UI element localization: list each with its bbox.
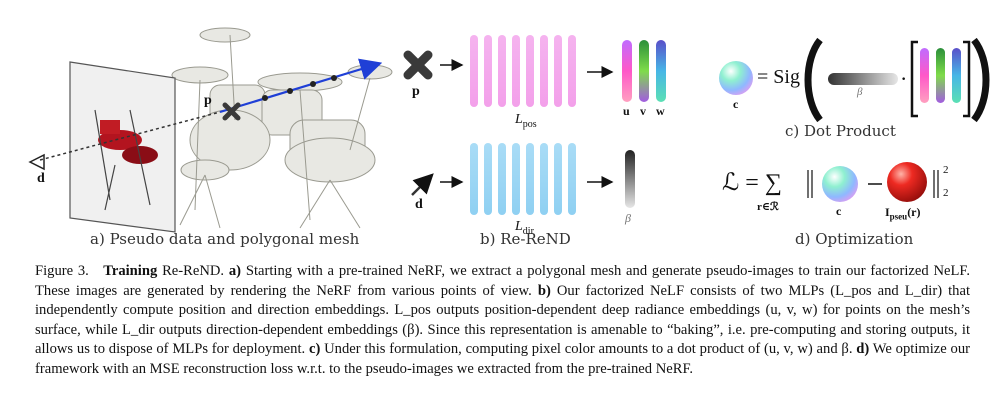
camera-ray: [39, 111, 221, 161]
pseudo-image: [94, 109, 158, 211]
caption-a-label: a): [228, 263, 242, 279]
u-embedding-c: [920, 48, 929, 103]
color-sphere-c: [719, 61, 753, 95]
label-norm-sup: 2: [943, 164, 949, 176]
left-paren: [804, 37, 823, 123]
label-point-b: p: [412, 84, 420, 99]
label-w: w: [656, 104, 665, 118]
pseudo-pixel-sphere: [887, 162, 927, 202]
label-v: v: [640, 104, 646, 118]
camera-icon: [28, 153, 45, 171]
caption-c-text: Under this formulation, computing pixel …: [320, 341, 853, 357]
caption-d-label: d): [856, 341, 870, 357]
caption-b-text: Our factorized NeLF consists of two MLPs…: [35, 282, 971, 358]
label-ldir: Ldir: [515, 219, 534, 237]
u-embedding: [622, 40, 632, 102]
label-sig: = Sig: [757, 66, 800, 88]
label-c-loss: c: [836, 204, 842, 218]
sample-ray: [219, 58, 383, 114]
panel-label-b: b) Re-ReND: [480, 230, 571, 248]
label-ipseu: Ipseu(r): [885, 205, 921, 222]
figure-svg: [28, 27, 990, 233]
right-paren: [971, 37, 990, 123]
panel-label-d: d) Optimization: [795, 230, 914, 248]
label-dir-b: d: [415, 197, 423, 212]
beta-horizontal: [828, 73, 898, 85]
color-sphere-c-loss: [822, 166, 858, 202]
label-beta-b: β: [625, 211, 631, 225]
caption-title-rest: Re-ReND.: [157, 263, 225, 279]
w-embedding: [656, 40, 666, 102]
figure-caption: Figure 3. Training Re-ReND. a) Starting …: [35, 262, 970, 379]
left-bracket: [910, 40, 918, 118]
v-embedding-c: [936, 48, 945, 103]
right-bracket: [963, 40, 971, 118]
label-beta-c: β: [857, 86, 863, 98]
beta-embedding: [625, 150, 635, 208]
v-embedding: [639, 40, 649, 102]
label-c: c: [733, 97, 739, 111]
caption-b-label: b): [537, 282, 551, 299]
caption-d-text: We optimize our framework with an MSE re…: [35, 341, 970, 377]
figure-diagram: p d p d Lpos Ldir u v w β c = Sig β · ℒ …: [28, 27, 990, 248]
caption-c-label: c): [308, 341, 321, 357]
point-input-icon: [403, 50, 433, 80]
label-loss-sub: r∈ℛ: [757, 201, 779, 213]
caption-fig-label: Figure 3.: [35, 263, 89, 279]
drum-mesh: [171, 27, 393, 229]
label-loss: ℒ = ∑: [722, 170, 782, 196]
w-embedding-c: [952, 48, 961, 103]
intersection-marker: [222, 102, 241, 121]
label-norm-sub: 2: [943, 187, 949, 199]
caption-title-bold: Training: [103, 263, 158, 279]
label-point: p: [204, 93, 212, 108]
label-u: u: [623, 104, 630, 118]
direction-input-icon: [411, 173, 434, 196]
label-dir-a: d: [37, 171, 45, 186]
ray-samples: [262, 75, 337, 101]
l-pos-network: [470, 35, 576, 107]
label-lpos: Lpos: [515, 112, 537, 130]
label-dot: ·: [900, 66, 908, 91]
l-dir-network: [470, 143, 576, 215]
panel-label-c: c) Dot Product: [785, 122, 896, 140]
panel-label-a: a) Pseudo data and polygonal mesh: [90, 230, 360, 248]
caption-a-text: Starting with a pre-trained NeRF, we ext…: [35, 263, 970, 299]
